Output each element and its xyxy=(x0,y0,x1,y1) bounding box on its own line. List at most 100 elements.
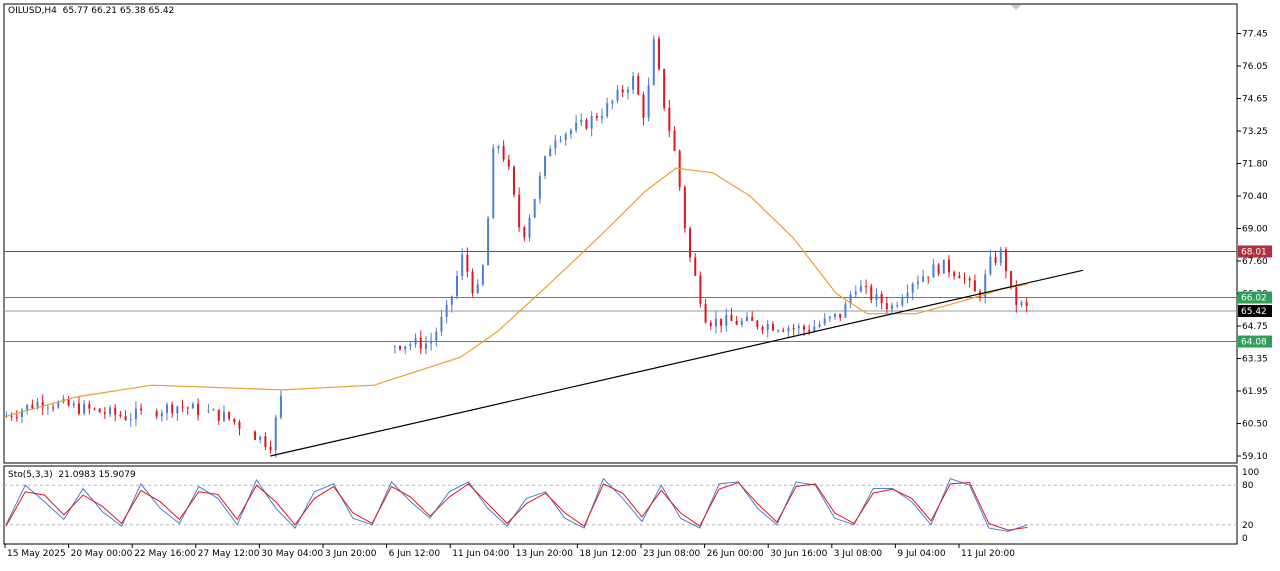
candle-body xyxy=(228,411,231,419)
candle-body xyxy=(632,76,635,90)
time-axis-label: 20 May 00:00 xyxy=(71,549,133,559)
current-price-tag xyxy=(1238,304,1272,317)
candle-body xyxy=(699,275,702,304)
candle-body xyxy=(714,318,717,327)
candle-body xyxy=(704,303,707,323)
time-axis-label: 30 May 04:00 xyxy=(261,549,323,559)
candle-body xyxy=(668,107,671,131)
candle-body xyxy=(979,291,982,298)
price-axis-label: 77.45 xyxy=(1242,30,1268,40)
support-price-label: 66.02 xyxy=(1241,294,1267,304)
trendline[interactable] xyxy=(270,269,1084,457)
stochastic-values: 21.0983 15.9079 xyxy=(58,470,136,480)
candle-body xyxy=(119,414,122,417)
candle-body xyxy=(891,305,894,309)
candle-body xyxy=(538,175,541,200)
candle-body xyxy=(424,343,427,349)
candle-body xyxy=(93,408,96,410)
candle-body xyxy=(673,130,676,151)
candle-body xyxy=(575,122,578,131)
resistance-price-tag xyxy=(1238,245,1272,258)
candle-body xyxy=(41,401,44,408)
candle-body xyxy=(233,418,236,423)
candle-body xyxy=(922,276,925,282)
candle-body xyxy=(197,403,200,416)
candle-body xyxy=(564,133,567,141)
candle-body xyxy=(166,404,169,413)
candle-body xyxy=(399,345,402,350)
candle-body xyxy=(906,292,909,299)
price-axis-label: 74.65 xyxy=(1242,95,1268,105)
candle-body xyxy=(88,403,91,409)
stochastic-label: Sto(5,3,3) xyxy=(8,470,53,480)
support-price-tag xyxy=(1238,335,1272,348)
support-price-label: 64.08 xyxy=(1241,338,1267,348)
candle-body xyxy=(393,345,396,347)
candle-body xyxy=(771,323,774,331)
price-axis-label: 60.50 xyxy=(1242,420,1268,430)
candle-body xyxy=(419,337,422,349)
candle-body xyxy=(766,323,769,331)
price-panel xyxy=(3,3,1238,464)
stochastic-panel xyxy=(3,465,1238,545)
time-axis-label: 23 Jun 08:00 xyxy=(643,549,700,559)
candle-body xyxy=(559,140,562,142)
candle-body xyxy=(818,324,821,327)
candle-body xyxy=(994,256,997,263)
candle-body xyxy=(746,316,749,321)
candle-body xyxy=(1020,302,1023,305)
candle-body xyxy=(569,130,572,134)
candle-body xyxy=(865,286,868,288)
candle-body xyxy=(114,407,117,415)
candle-body xyxy=(585,119,588,129)
candle-body xyxy=(999,249,1002,263)
candle-body xyxy=(1015,286,1018,305)
candle-body xyxy=(176,406,179,414)
candle-body xyxy=(953,272,956,276)
candle-body xyxy=(808,329,811,332)
candle-body xyxy=(839,313,842,318)
candle-body xyxy=(963,278,966,280)
candle-body xyxy=(802,326,805,330)
candle-body xyxy=(171,404,174,414)
candle-body xyxy=(854,291,857,295)
stochastic-axis-label: 0 xyxy=(1242,534,1248,544)
candle-body xyxy=(927,276,930,278)
candle-body xyxy=(404,346,407,350)
candle-body xyxy=(647,84,650,118)
candle-body xyxy=(595,115,598,119)
stochastic-axis-label: 100 xyxy=(1242,468,1259,478)
candle-body xyxy=(611,100,614,104)
candle-body xyxy=(601,116,604,119)
candle-body xyxy=(98,408,101,413)
candle-body xyxy=(1010,271,1013,287)
candle-body xyxy=(875,294,878,301)
candle-body xyxy=(238,422,241,429)
candle-body xyxy=(21,410,24,418)
candle-body xyxy=(207,410,210,412)
candle-body xyxy=(507,159,510,167)
candle-body xyxy=(652,38,655,85)
symbol-header: OILUSD,H4 65.77 66.21 65.38 65.42 xyxy=(8,6,174,16)
candle-body xyxy=(616,89,619,101)
candle-body xyxy=(83,403,86,414)
stochastic-signal-line xyxy=(5,481,1028,531)
ohlc-values: 65.77 66.21 65.38 65.42 xyxy=(62,6,175,16)
candle-body xyxy=(481,265,484,285)
candle-body xyxy=(787,328,790,332)
candle-body xyxy=(937,264,940,274)
candle-body xyxy=(870,286,873,301)
time-axis-label: 30 Jun 16:00 xyxy=(770,549,827,559)
candle-body xyxy=(259,436,262,440)
candle-body xyxy=(26,404,29,411)
candle-body xyxy=(782,330,785,332)
candle-body xyxy=(10,415,13,417)
scroll-marker-icon[interactable] xyxy=(1011,5,1021,10)
time-axis-label: 9 Jul 04:00 xyxy=(897,549,946,559)
candle-body xyxy=(103,412,106,414)
candle-body xyxy=(269,446,272,451)
candle-body xyxy=(67,398,70,406)
candle-body xyxy=(813,326,816,332)
price-axis-label: 61.95 xyxy=(1242,387,1268,397)
